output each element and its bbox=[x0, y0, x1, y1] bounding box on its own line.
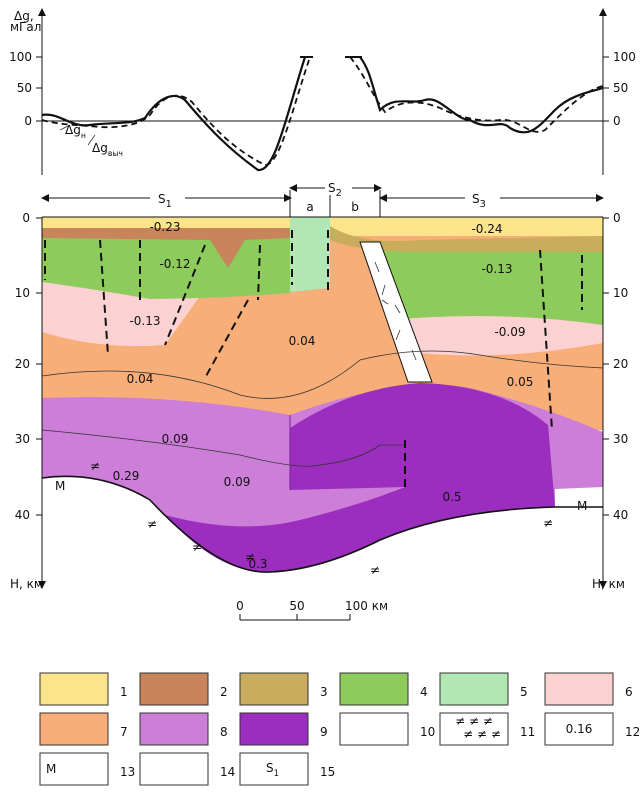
density-label: 0.04 bbox=[289, 334, 316, 348]
zone-label-base: S bbox=[158, 192, 166, 206]
depth-tick-label: 20 bbox=[15, 357, 30, 371]
legend-number: 11 bbox=[520, 725, 535, 739]
section bbox=[42, 217, 603, 572]
depth-tick-label: 30 bbox=[613, 432, 628, 446]
legend-box bbox=[340, 673, 408, 705]
legend-symbol: M bbox=[46, 762, 56, 776]
depth-tick-label: 10 bbox=[15, 286, 30, 300]
curve-label: Δgвыч bbox=[92, 141, 123, 158]
legend-number: 13 bbox=[120, 765, 135, 779]
moho-mark: ≠ bbox=[543, 516, 553, 530]
curve-label-base: Δg bbox=[92, 141, 108, 155]
legend-box bbox=[240, 713, 308, 745]
depth-tick-label: 40 bbox=[613, 508, 628, 522]
zone-label: S1 bbox=[158, 192, 172, 210]
moho-label: M bbox=[577, 499, 587, 513]
legend-number: 15 bbox=[320, 765, 335, 779]
g-tick-label: 100 bbox=[9, 50, 32, 64]
density-label: -0.09 bbox=[494, 325, 525, 339]
legend-symbol: ≠ ≠ ≠ bbox=[463, 727, 501, 741]
legend-number: 3 bbox=[320, 685, 328, 699]
legend-symbol-sub: 1 bbox=[274, 768, 279, 778]
legend-box bbox=[140, 713, 208, 745]
moho-label: M bbox=[55, 479, 65, 493]
curve-label-base: Δg bbox=[65, 123, 81, 137]
g-tick-label: 100 bbox=[613, 50, 636, 64]
g-tick-label: 0 bbox=[24, 114, 32, 128]
zone-label-sub: 1 bbox=[166, 199, 172, 210]
legend-box bbox=[140, 673, 208, 705]
depth-axis-label: H, км bbox=[592, 577, 625, 591]
legend-number: 4 bbox=[420, 685, 428, 699]
legend-symbol: 0.16 bbox=[566, 722, 593, 736]
zone-label-sub: 3 bbox=[480, 199, 486, 210]
scale-label: 100 км bbox=[345, 599, 388, 613]
legend-number: 1 bbox=[120, 685, 128, 699]
density-label: 0.04 bbox=[127, 372, 154, 386]
moho-mark: ≠ bbox=[192, 540, 202, 554]
legend-number: 2 bbox=[220, 685, 228, 699]
moho-mark: ≠ bbox=[147, 517, 157, 531]
depth-tick-label: 40 bbox=[15, 508, 30, 522]
legend-box bbox=[40, 673, 108, 705]
legend-number: 9 bbox=[320, 725, 328, 739]
legend-box bbox=[40, 713, 108, 745]
moho-mark: ≠ bbox=[90, 459, 100, 473]
density-label: 0.09 bbox=[162, 432, 189, 446]
scale-label: 0 bbox=[236, 599, 244, 613]
density-label: -0.13 bbox=[129, 314, 160, 328]
legend-number: 7 bbox=[120, 725, 128, 739]
density-label: 0.05 bbox=[507, 375, 534, 389]
g-axis-label: мГал bbox=[10, 20, 41, 34]
observed-curve bbox=[42, 57, 603, 170]
density-label: -0.24 bbox=[471, 222, 502, 236]
diagram: Δg,мГал100100505000ΔgнΔgвычS1S2S3ab00101… bbox=[0, 0, 643, 790]
depth-tick-label: 30 bbox=[15, 432, 30, 446]
g-tick-label: 50 bbox=[17, 81, 32, 95]
legend-box bbox=[340, 713, 408, 745]
scale-label: 50 bbox=[289, 599, 304, 613]
depth-tick-label: 10 bbox=[613, 286, 628, 300]
legend-box bbox=[545, 673, 613, 705]
depth-tick-label: 0 bbox=[613, 211, 621, 225]
computed-curve bbox=[42, 57, 603, 165]
legend-symbol-base: S bbox=[266, 761, 274, 775]
density-label: -0.13 bbox=[481, 262, 512, 276]
density-label: 0.29 bbox=[113, 469, 140, 483]
depth-axis-label: H, км bbox=[10, 577, 43, 591]
subzone-label: a bbox=[306, 200, 313, 214]
legend-box bbox=[240, 673, 308, 705]
density-label: -0.12 bbox=[159, 257, 190, 271]
zone-label: S3 bbox=[472, 192, 486, 210]
g-tick-label: 0 bbox=[613, 114, 621, 128]
zone-label-base: S bbox=[472, 192, 480, 206]
curve-label-sub: выч bbox=[108, 149, 123, 158]
g-tick-label: 50 bbox=[613, 81, 628, 95]
legend-number: 14 bbox=[220, 765, 235, 779]
legend-box bbox=[140, 753, 208, 785]
zone-label-base: S bbox=[328, 181, 336, 195]
moho-mark: ≠ bbox=[370, 563, 380, 577]
legend-number: 6 bbox=[625, 685, 633, 699]
scale-bar bbox=[240, 614, 350, 620]
legend-box bbox=[440, 673, 508, 705]
depth-tick-label: 0 bbox=[22, 211, 30, 225]
subzone-label: b bbox=[351, 200, 359, 214]
density-label: 0.5 bbox=[442, 490, 461, 504]
layer-5 bbox=[290, 217, 330, 292]
legend-number: 10 bbox=[420, 725, 435, 739]
moho-mark: ≠ bbox=[245, 550, 255, 564]
curve-label-sub: н bbox=[81, 131, 86, 140]
legend-symbol: ≠ ≠ ≠ bbox=[455, 714, 493, 728]
density-label: 0.09 bbox=[224, 475, 251, 489]
legend-number: 8 bbox=[220, 725, 228, 739]
depth-tick-label: 20 bbox=[613, 357, 628, 371]
legend-number: 5 bbox=[520, 685, 528, 699]
density-label: -0.23 bbox=[149, 220, 180, 234]
legend-number: 12 bbox=[625, 725, 640, 739]
zone-label-sub: 2 bbox=[336, 188, 342, 199]
